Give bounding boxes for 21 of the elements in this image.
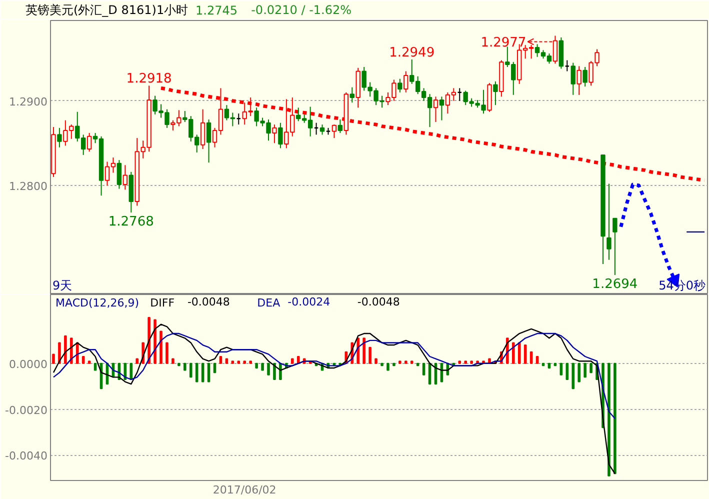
y-tick-label: 0.0000 [9, 358, 48, 371]
annotation: 1.2918 [126, 72, 172, 87]
annotation: 9天 [52, 278, 72, 292]
annotation: 1.2768 [108, 214, 154, 230]
series-label: DIFF [150, 296, 175, 310]
y-tick-label: 1.2800 [9, 180, 48, 193]
annotation: 1.2949 [389, 45, 435, 60]
annotation: -0.0048 [187, 296, 230, 308]
text: DEA [257, 296, 281, 310]
chart-title: MACD(12,26,9) [56, 296, 140, 310]
text: 1.2745 [196, 4, 238, 18]
y-tick-label: -0.0040 [5, 450, 48, 463]
text: -0.0210 / -1.62% [251, 3, 352, 17]
y-tick-label: -0.0020 [5, 404, 48, 417]
y-tick-label: 1.2900 [9, 95, 48, 108]
annotation: -0.0048 [357, 296, 400, 308]
annotation: -0.0024 [288, 296, 330, 308]
annotation: 1.2977 [480, 36, 526, 51]
chart-title: 英镑美元(外汇_D 8161)1小时 [26, 3, 188, 17]
x-tick-label: 2017/06/02 [212, 484, 276, 496]
annotation: 1.2694 [592, 277, 638, 292]
